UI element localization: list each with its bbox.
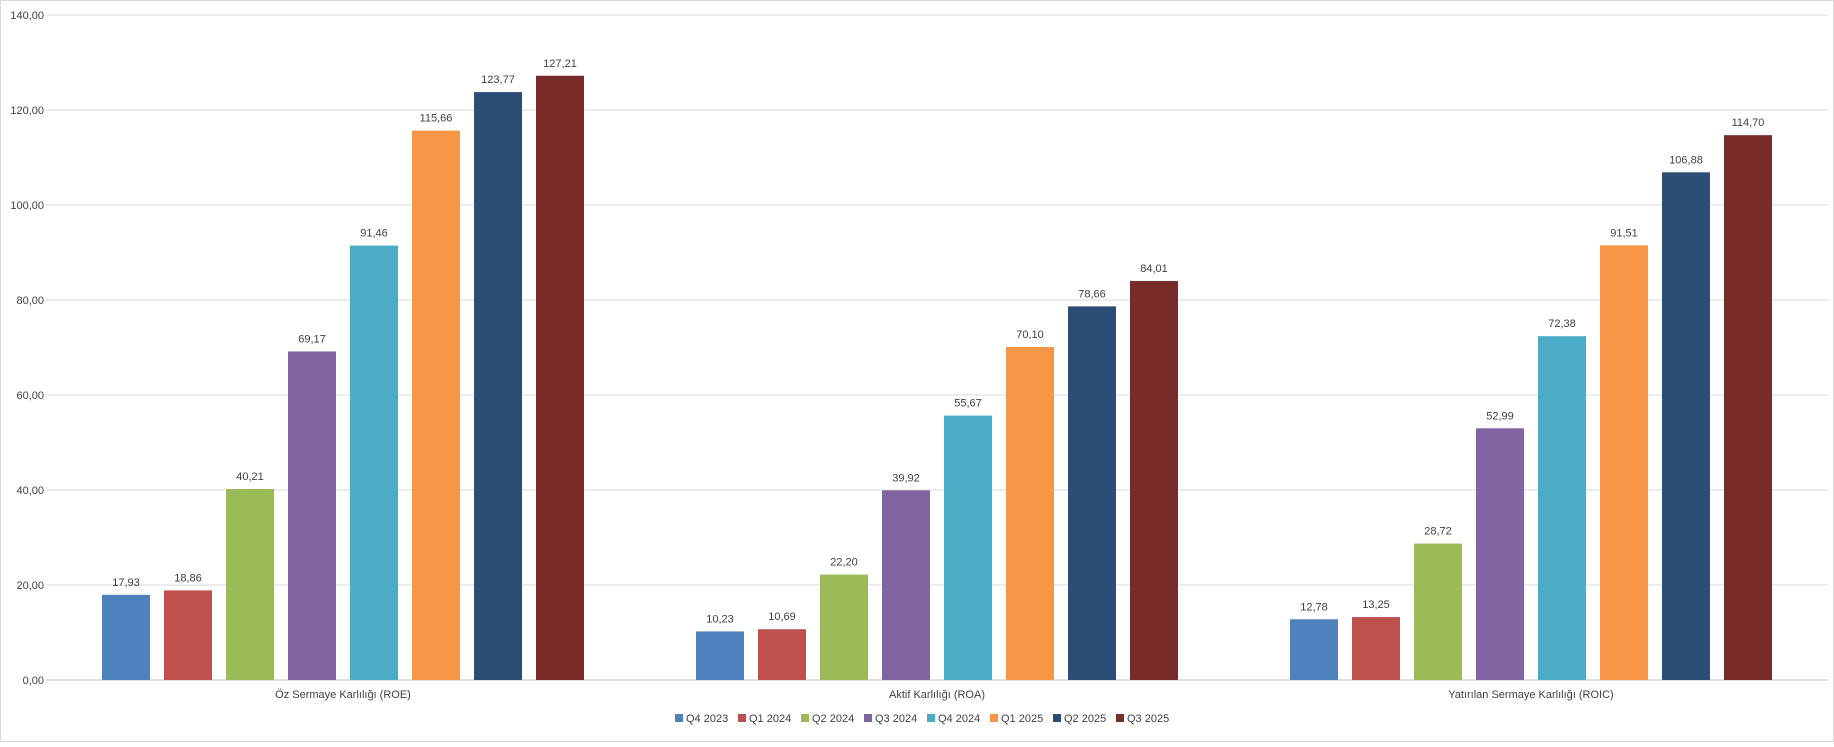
y-tick-label: 120,00 <box>10 105 44 117</box>
y-tick-label: 60,00 <box>16 390 44 402</box>
legend-label: Q1 2025 <box>1001 713 1043 725</box>
legend-label: Q1 2024 <box>749 713 791 725</box>
y-tick-label: 80,00 <box>16 295 44 307</box>
data-label: 13,25 <box>1362 599 1390 611</box>
legend-label: Q2 2025 <box>1064 713 1106 725</box>
data-label: 123,77 <box>481 74 515 86</box>
x-category-label: Aktif Karlılığı (ROA) <box>889 689 985 701</box>
bar <box>350 245 398 680</box>
data-label: 127,21 <box>543 58 577 70</box>
y-tick-label: 0,00 <box>23 675 44 687</box>
bar <box>536 75 584 680</box>
data-label: 39,92 <box>892 472 920 484</box>
data-label: 18,86 <box>174 572 202 584</box>
bar <box>820 574 868 680</box>
data-labels: 17,93 18,86 40,21 69,17 91,46 115,66 123,77 127… <box>112 58 1764 626</box>
legend-swatch <box>738 714 746 722</box>
x-axis-categories: Öz Sermaye Karlılığı (ROE) Aktif Karlılığ… <box>275 689 1614 701</box>
legend-swatch <box>1116 714 1124 722</box>
bar <box>288 351 336 680</box>
legend-swatch <box>1053 714 1061 722</box>
legend-label: Q3 2025 <box>1127 713 1169 725</box>
data-label: 40,21 <box>236 471 264 483</box>
bar <box>1068 306 1116 680</box>
bar <box>226 489 274 680</box>
bar <box>696 631 744 680</box>
y-tick-label: 140,00 <box>10 10 44 22</box>
bar <box>412 130 460 681</box>
bar <box>1662 172 1710 680</box>
y-axis-ticks: 0,00 20,00 40,00 60,00 80,00 100,00 120,00 140,… <box>10 10 44 687</box>
bar <box>1130 280 1178 680</box>
bar <box>1538 336 1586 680</box>
bar <box>1600 245 1648 680</box>
legend: Q4 2023 Q1 2024 Q2 2024 Q3 2024 Q4 2024 Q1 20… <box>675 713 1169 725</box>
y-tick-label: 20,00 <box>16 580 44 592</box>
data-label: 91,46 <box>360 228 388 240</box>
data-label: 22,20 <box>830 557 858 569</box>
legend-label: Q2 2024 <box>812 713 854 725</box>
legend-swatch <box>864 714 872 722</box>
data-label: 91,51 <box>1610 227 1638 239</box>
data-label: 17,93 <box>112 577 140 589</box>
bar <box>944 415 992 680</box>
bar <box>164 590 212 680</box>
data-label: 10,23 <box>706 613 734 625</box>
bar <box>1290 619 1338 680</box>
x-category-label: Öz Sermaye Karlılığı (ROE) <box>275 689 411 701</box>
bar <box>1352 617 1400 680</box>
gridlines <box>46 14 1828 681</box>
bar <box>758 629 806 680</box>
bar <box>882 490 930 680</box>
data-label: 52,99 <box>1486 410 1514 422</box>
bars <box>102 75 1772 681</box>
bar <box>1414 543 1462 680</box>
x-category-label: Yatırılan Sermaye Karlılığı (ROIC) <box>1448 689 1613 701</box>
bar <box>102 594 150 680</box>
data-label: 72,38 <box>1548 318 1576 330</box>
data-label: 55,67 <box>954 398 982 410</box>
data-label: 114,70 <box>1732 117 1765 129</box>
legend-label: Q3 2024 <box>875 713 917 725</box>
y-tick-label: 100,00 <box>10 200 44 212</box>
data-label: 70,10 <box>1016 329 1044 341</box>
legend-swatch <box>675 714 683 722</box>
bar <box>1476 428 1524 680</box>
data-label: 84,01 <box>1140 263 1168 275</box>
data-label: 12,78 <box>1300 601 1328 613</box>
legend-swatch <box>801 714 809 722</box>
data-label: 69,17 <box>298 333 326 345</box>
bar <box>1724 135 1772 681</box>
data-label: 106,88 <box>1669 154 1703 166</box>
data-label: 10,69 <box>768 611 796 623</box>
legend-label: Q4 2024 <box>938 713 980 725</box>
data-label: 115,66 <box>420 113 453 125</box>
bar <box>1006 347 1054 680</box>
bar <box>474 92 522 680</box>
legend-swatch <box>990 714 998 722</box>
y-tick-label: 40,00 <box>16 485 44 497</box>
legend-label: Q4 2023 <box>686 713 728 725</box>
legend-swatch <box>927 714 935 722</box>
data-label: 78,66 <box>1078 288 1106 300</box>
data-label: 28,72 <box>1424 526 1452 538</box>
